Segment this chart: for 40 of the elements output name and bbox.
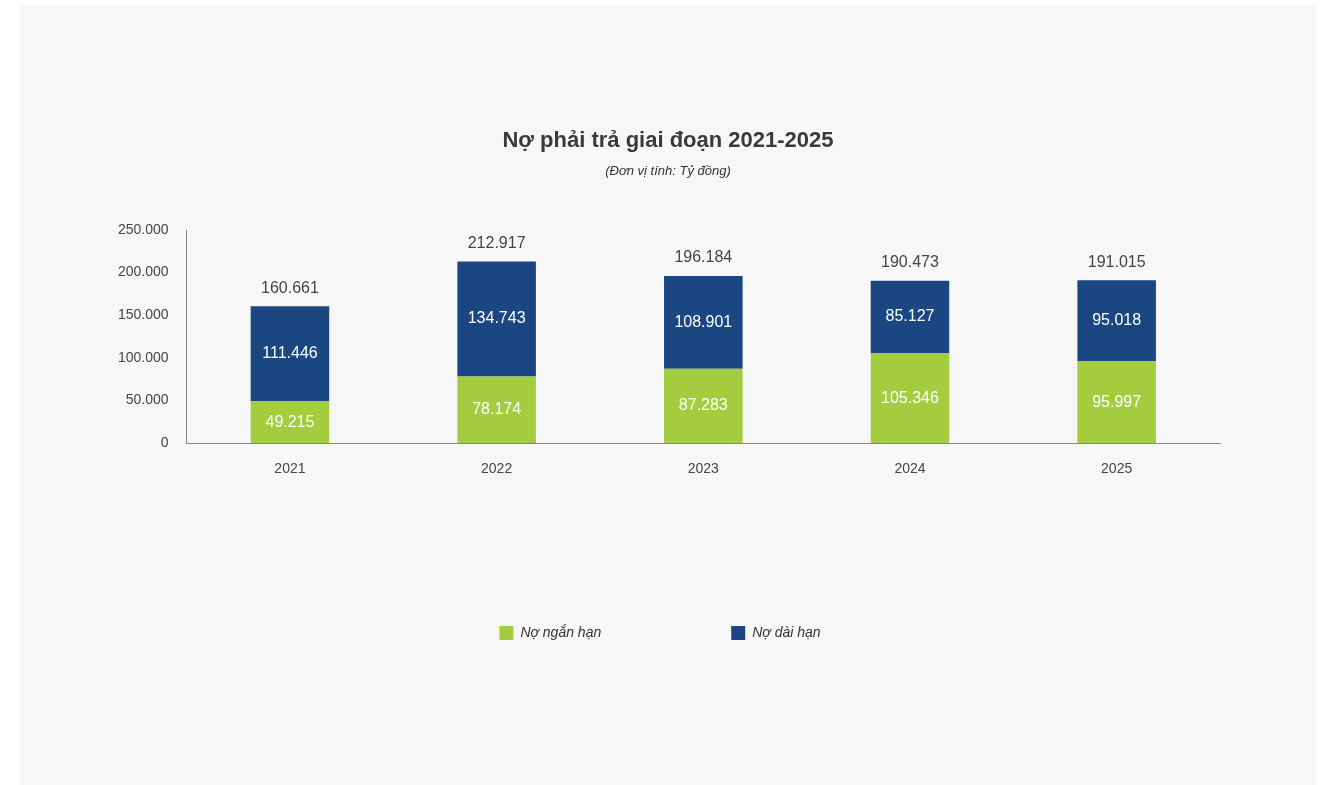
data-label: 95.997 — [1092, 392, 1142, 410]
y-tick-label: 50.000 — [125, 391, 169, 408]
y-tick-label: 200.000 — [118, 263, 169, 280]
bar — [664, 275, 743, 369]
bar — [457, 261, 536, 377]
bar — [250, 401, 330, 444]
x-tick-label: 2022 — [481, 460, 513, 477]
bar — [250, 306, 330, 402]
bar — [870, 280, 950, 354]
data-label: 108.901 — [674, 312, 733, 330]
data-label: 78.174 — [472, 400, 522, 418]
data-label: 49.215 — [265, 412, 315, 430]
total-label: 190.473 — [881, 253, 939, 271]
data-label: 95.018 — [1092, 311, 1142, 329]
data-label: 134.743 — [467, 309, 526, 327]
legend-label: Nợ ngắn hạn — [520, 623, 602, 640]
bar — [1077, 280, 1156, 362]
total-label: 160.661 — [261, 278, 319, 296]
y-tick-label: 250.000 — [118, 220, 169, 237]
bar — [457, 376, 536, 444]
bar — [1077, 361, 1156, 444]
y-tick-label: 100.000 — [118, 348, 169, 365]
data-label: 111.446 — [262, 344, 318, 362]
total-label: 212.917 — [467, 234, 526, 252]
y-tick-label: 150.000 — [118, 306, 169, 323]
data-label: 85.127 — [885, 307, 935, 325]
total-label: 191.015 — [1087, 252, 1146, 270]
x-tick-label: 2025 — [1101, 460, 1133, 477]
bar — [870, 353, 950, 444]
total-label: 196.184 — [674, 248, 733, 266]
chart-title: Nợ phải trả giai đoạn 2021-2025 — [501, 127, 835, 153]
x-tick-label: 2024 — [894, 460, 926, 477]
data-label: 87.283 — [678, 396, 728, 414]
x-tick-label: 2023 — [687, 460, 720, 477]
x-tick-label: 2021 — [274, 460, 306, 477]
chart-subtitle: (Đơn vị tính: Tỷ đồng) — [604, 163, 732, 178]
legend-label: Nợ dài hạn — [752, 623, 821, 640]
y-tick-label: 0 — [160, 434, 169, 451]
data-label: 105.346 — [881, 388, 939, 406]
bar — [664, 368, 743, 444]
